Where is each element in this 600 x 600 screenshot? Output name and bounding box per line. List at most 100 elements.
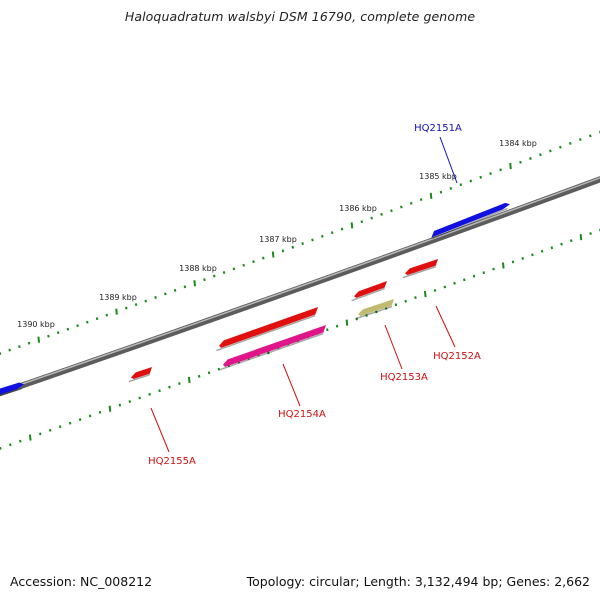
- outer-scale-minor-tick: [311, 238, 314, 242]
- inner-scale-minor-tick: [443, 285, 447, 289]
- inner-scale-minor-tick: [217, 367, 221, 371]
- outer-scale-minor-tick: [47, 334, 50, 338]
- outer-scale-minor-tick: [222, 271, 226, 274]
- inner-scale-major-tick: [579, 233, 583, 241]
- scale-label: 1387 kbp: [259, 235, 297, 244]
- gene-hq2154a[interactable]: [216, 305, 319, 352]
- inner-scale-minor-tick: [404, 299, 407, 303]
- gene-label-hq2154a[interactable]: HQ2154A: [278, 409, 326, 420]
- inner-scale-major-tick: [423, 290, 427, 298]
- inner-scale-minor-tick: [453, 281, 456, 285]
- outer-scale-minor-tick: [439, 190, 443, 194]
- outer-scale-minor-tick: [340, 227, 344, 231]
- outer-scale-minor-tick: [291, 245, 295, 249]
- outer-scale-minor-tick: [144, 299, 148, 303]
- inner-scale-minor-tick: [472, 274, 476, 278]
- gene-hq2151a[interactable]: [431, 201, 510, 240]
- outer-scale-minor-tick: [262, 256, 265, 260]
- gene-leader-line: [384, 324, 403, 370]
- gene-leader-line: [435, 305, 456, 348]
- inner-scale-minor-tick: [48, 428, 52, 432]
- inner-scale-minor-tick: [365, 314, 368, 317]
- outer-scale-minor-tick: [232, 267, 236, 271]
- outer-scale-minor-tick: [449, 187, 453, 190]
- inner-scale-minor-tick: [78, 418, 82, 421]
- gene-hq2153a[interactable]: [351, 279, 388, 302]
- inner-scale-minor-tick: [168, 385, 171, 389]
- inner-scale-minor-tick: [207, 371, 211, 375]
- gene-label-hq2151a[interactable]: HQ2151A: [414, 123, 462, 134]
- inner-scale-minor-tick: [88, 414, 92, 418]
- gene-hq2152a[interactable]: [402, 257, 439, 279]
- scale-label: 1384 kbp: [499, 139, 537, 148]
- outer-scale-minor-tick: [164, 292, 167, 296]
- inner-scale-minor-tick: [98, 410, 102, 414]
- inner-scale-minor-tick: [560, 242, 563, 246]
- inner-scale-major-tick: [108, 405, 112, 412]
- inner-scale-minor-tick: [521, 256, 524, 260]
- outer-scale-minor-tick: [301, 242, 304, 246]
- outer-scale-minor-tick: [529, 157, 532, 160]
- inner-scale-minor-tick: [158, 389, 161, 393]
- feature-olive[interactable]: [355, 297, 395, 320]
- outer-scale-minor-tick: [569, 141, 572, 145]
- genome-summary-text: Topology: circular; Length: 3,132,494 bp…: [246, 574, 590, 589]
- scale-label: 1389 kbp: [99, 293, 137, 302]
- outer-scale-minor-tick: [154, 296, 157, 299]
- outer-scale-minor-tick: [409, 201, 413, 205]
- outer-scale-minor-tick: [539, 153, 542, 157]
- feature-magenta[interactable]: [220, 323, 327, 371]
- inner-scale-minor-tick: [0, 446, 2, 450]
- gene-label-hq2152a[interactable]: HQ2152A: [433, 351, 481, 362]
- outer-scale-minor-tick: [330, 231, 334, 235]
- outer-scale-minor-tick: [105, 313, 109, 317]
- outer-scale-minor-tick: [281, 249, 285, 253]
- inner-scale-major-tick: [345, 319, 349, 326]
- inner-scale-minor-tick: [589, 232, 592, 235]
- outer-scale-minor-tick: [579, 138, 582, 142]
- scale-label: 1390 kbp: [17, 320, 55, 329]
- outer-scale-minor-tick: [370, 216, 373, 220]
- inner-scale-minor-tick: [414, 296, 417, 300]
- inner-scale-minor-tick: [550, 246, 554, 250]
- outer-scale-major-tick: [271, 251, 275, 258]
- outer-scale-minor-tick: [242, 263, 245, 267]
- inner-scale-minor-tick: [197, 374, 201, 378]
- outer-scale-minor-tick: [27, 341, 31, 345]
- inner-scale-major-tick: [28, 434, 32, 441]
- gene-hq2155a[interactable]: [128, 365, 153, 383]
- inner-scale-minor-tick: [531, 253, 534, 257]
- inner-scale-minor-tick: [178, 382, 181, 385]
- outer-scale-minor-tick: [8, 348, 11, 352]
- outer-scale-minor-tick: [203, 278, 206, 282]
- inner-scale-minor-tick: [463, 278, 466, 282]
- gene-partial-forward[interactable]: [0, 380, 24, 397]
- scale-label: 1385 kbp: [419, 172, 457, 181]
- scale-label: 1386 kbp: [339, 204, 377, 213]
- gene-label-hq2155a[interactable]: HQ2155A: [148, 456, 196, 467]
- outer-scale-minor-tick: [559, 145, 562, 149]
- outer-scale-minor-tick: [469, 179, 473, 183]
- outer-scale-minor-tick: [212, 274, 216, 278]
- outer-scale-minor-tick: [18, 345, 21, 349]
- outer-scale-minor-tick: [400, 205, 403, 209]
- inner-scale-minor-tick: [118, 403, 122, 407]
- outer-scale-minor-tick: [390, 209, 393, 213]
- outer-scale-major-tick: [193, 280, 196, 287]
- inner-scale-minor-tick: [148, 392, 151, 396]
- inner-scale-minor-tick: [375, 310, 378, 314]
- outer-scale-minor-tick: [360, 220, 364, 224]
- outer-scale-minor-tick: [183, 285, 187, 289]
- inner-scale-major-tick: [187, 376, 191, 384]
- inner-scale-minor-tick: [433, 289, 437, 292]
- inner-scale-minor-tick: [335, 324, 339, 328]
- outer-scale-minor-tick: [252, 260, 255, 264]
- gene-label-hq2153a[interactable]: HQ2153A: [380, 372, 428, 383]
- outer-scale-major-tick: [509, 162, 512, 170]
- outer-scale-minor-tick: [66, 327, 70, 331]
- inner-scale-minor-tick: [394, 303, 398, 307]
- outer-scale-minor-tick: [86, 320, 89, 324]
- inner-scale-minor-tick: [68, 421, 72, 425]
- outer-scale-minor-tick: [125, 306, 128, 310]
